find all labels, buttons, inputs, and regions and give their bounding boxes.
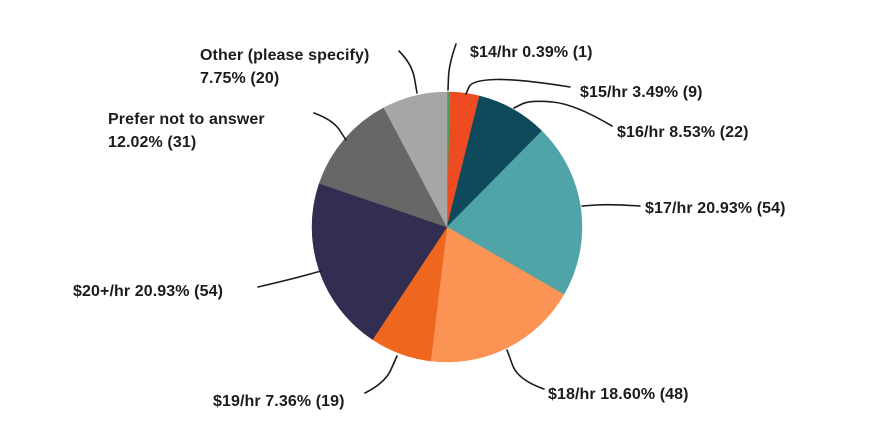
leader-line-15-hr xyxy=(465,78,571,95)
pie-slice-other-please-specify[interactable] xyxy=(383,91,448,228)
leader-line-18-hr xyxy=(506,349,545,390)
leader-line-20-hr xyxy=(257,270,322,288)
slice-label-line: $18/hr 18.60% (48) xyxy=(548,386,689,403)
slice-label-20-hr: $20+/hr 20.93% (54) xyxy=(73,280,223,303)
slice-label-14-hr: $14/hr 0.39% (1) xyxy=(470,41,593,64)
slice-label-19-hr: $19/hr 7.36% (19) xyxy=(213,390,345,413)
slice-label-line: 7.75% (20) xyxy=(200,70,280,87)
pie-slice-prefer-not-to-answer[interactable] xyxy=(318,107,448,228)
leader-line-14-hr xyxy=(447,43,457,91)
pie-slice-20-hr[interactable] xyxy=(311,183,448,340)
slice-label-16-hr: $16/hr 8.53% (22) xyxy=(617,121,749,144)
leader-line-other-please-specify xyxy=(398,50,418,94)
slice-label-prefer-not-to-answer: Prefer not to answer 12.02% (31) xyxy=(108,108,265,154)
slice-label-other-please-specify: Other (please specify) 7.75% (20) xyxy=(200,44,369,90)
slice-label-line: $20+/hr 20.93% (54) xyxy=(73,283,223,300)
leader-lines xyxy=(257,43,641,394)
slice-label-line: 12.02% (31) xyxy=(108,134,197,151)
slice-label-line: Prefer not to answer xyxy=(108,111,265,128)
slice-label-line: $19/hr 7.36% (19) xyxy=(213,393,345,410)
leader-line-19-hr xyxy=(364,355,398,394)
slice-label-15-hr: $15/hr 3.49% (9) xyxy=(580,81,703,104)
pie-slices xyxy=(311,91,583,363)
leader-line-16-hr xyxy=(513,100,613,127)
pie-slice-17-hr[interactable] xyxy=(446,130,583,295)
slice-label-line: $14/hr 0.39% (1) xyxy=(470,44,593,61)
leader-line-prefer-not-to-answer xyxy=(313,112,347,141)
slice-label-17-hr: $17/hr 20.93% (54) xyxy=(645,197,786,220)
slice-label-18-hr: $18/hr 18.60% (48) xyxy=(548,383,689,406)
leader-line-17-hr xyxy=(581,203,641,207)
slice-label-line: $16/hr 8.53% (22) xyxy=(617,124,749,141)
pie-slice-18-hr[interactable] xyxy=(430,226,565,363)
slice-label-line: $17/hr 20.93% (54) xyxy=(645,200,786,217)
slice-label-line: Other (please specify) xyxy=(200,47,370,64)
slice-label-line: $15/hr 3.49% (9) xyxy=(580,84,703,101)
